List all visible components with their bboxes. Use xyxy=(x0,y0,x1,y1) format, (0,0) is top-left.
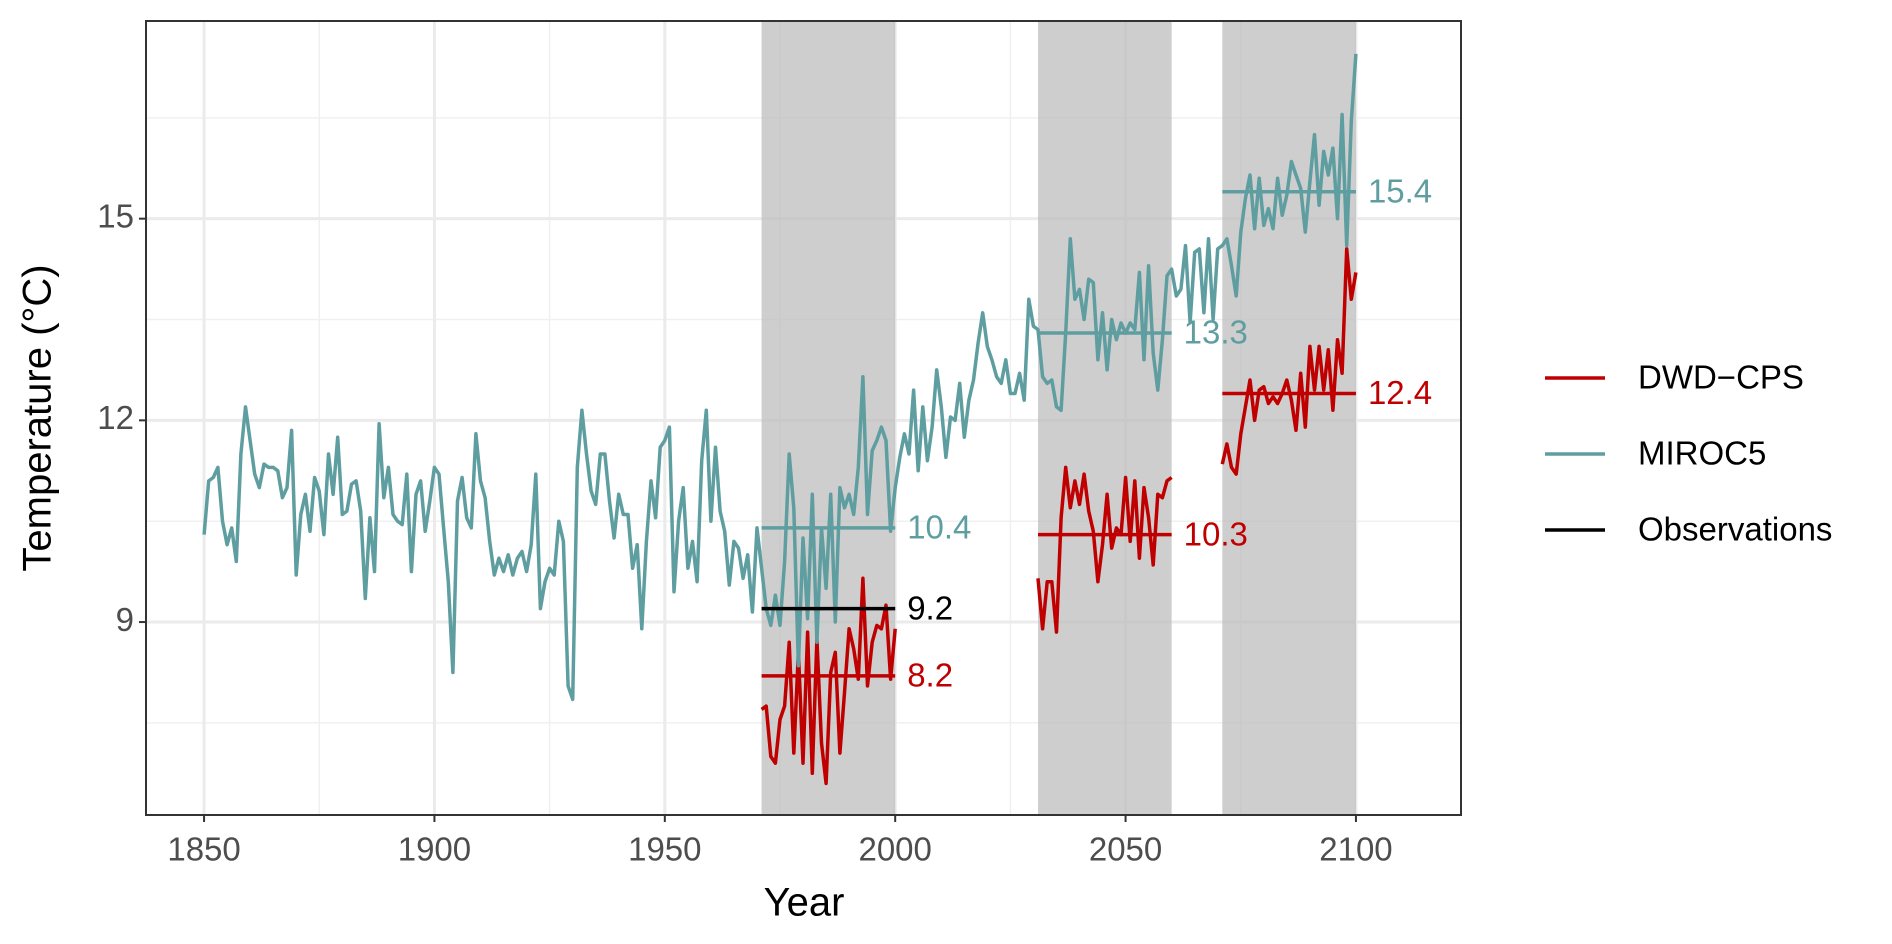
y-axis-title: Temperature (°C) xyxy=(16,264,60,571)
mean-label: 13.3 xyxy=(1184,314,1248,351)
legend-label: MIROC5 xyxy=(1638,435,1766,472)
x-tick-label: 2100 xyxy=(1319,831,1392,868)
mean-label: 12.4 xyxy=(1368,374,1432,411)
x-tick-label: 1900 xyxy=(398,831,471,868)
y-tick-label: 15 xyxy=(97,197,134,234)
legend-label: Observations xyxy=(1638,511,1832,548)
x-axis-title: Year xyxy=(764,881,845,925)
x-tick-label: 2050 xyxy=(1089,831,1162,868)
series-line xyxy=(760,247,1358,786)
plot-border xyxy=(145,20,1462,816)
period-shading xyxy=(761,21,896,815)
legend-label: DWD−CPS xyxy=(1638,359,1804,396)
y-tick-label: 9 xyxy=(116,601,134,638)
mean-label: 15.4 xyxy=(1368,172,1432,209)
x-tick-label: 1850 xyxy=(167,831,240,868)
x-tick-label: 2000 xyxy=(858,831,931,868)
mean-label: 10.3 xyxy=(1184,515,1248,552)
mean-label: 10.4 xyxy=(907,509,971,546)
x-tick-label: 1950 xyxy=(628,831,701,868)
period-shading xyxy=(1038,21,1172,815)
y-tick-label: 12 xyxy=(97,399,134,436)
mean-label: 8.2 xyxy=(907,657,953,694)
mean-label: 9.2 xyxy=(907,589,953,626)
series-line xyxy=(202,53,1358,702)
